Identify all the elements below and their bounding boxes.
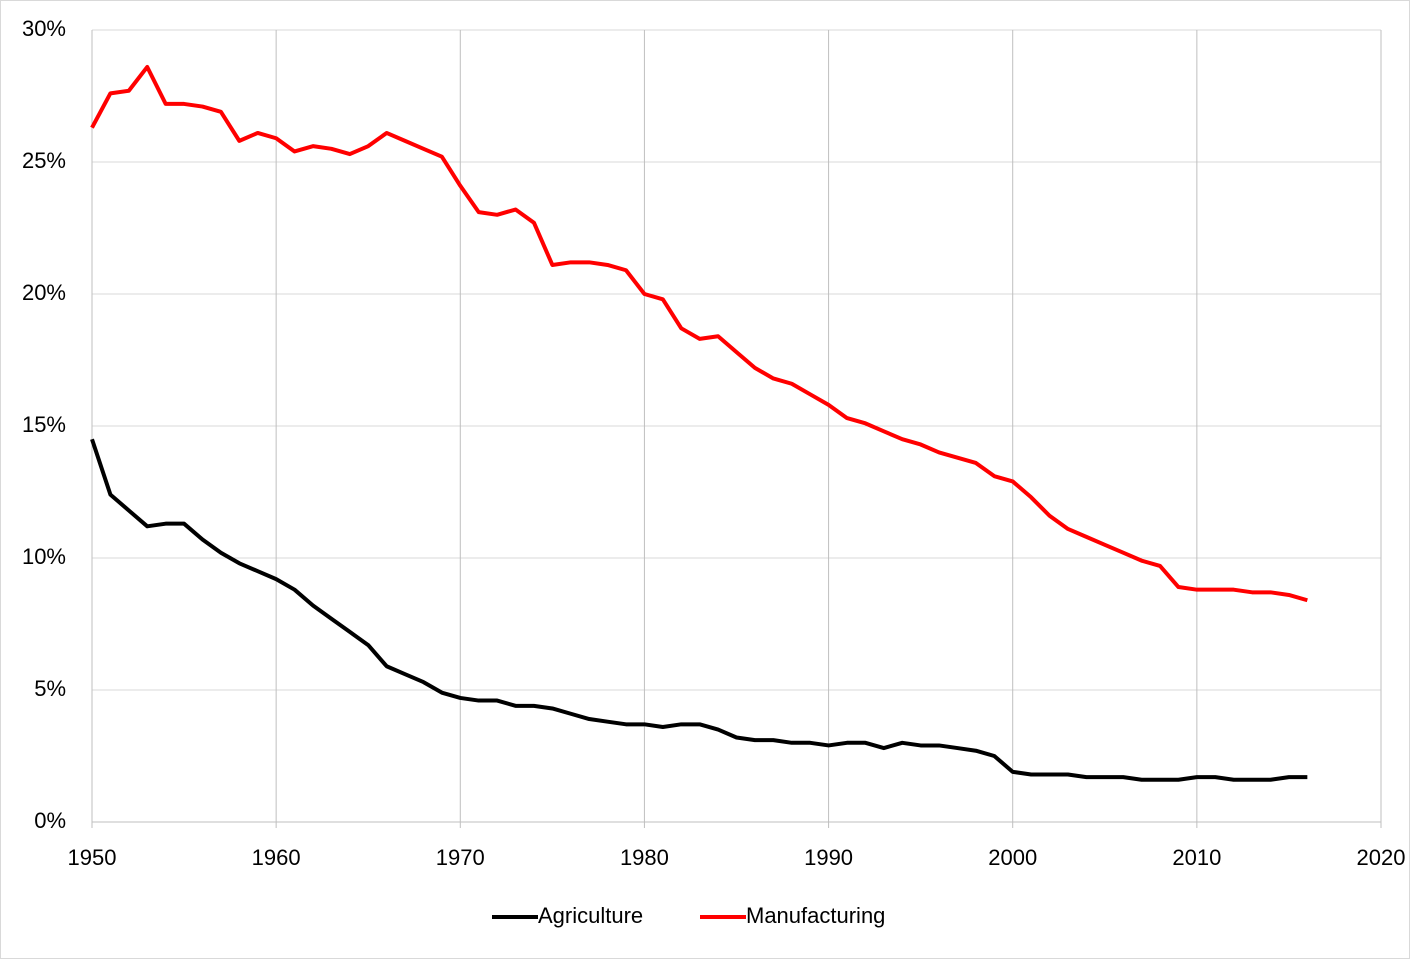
x-tick-label: 2020 bbox=[1357, 845, 1406, 870]
legend-label: Manufacturing bbox=[746, 903, 885, 928]
y-tick-label: 15% bbox=[22, 412, 66, 437]
y-tick-label: 20% bbox=[22, 280, 66, 305]
x-tick-label: 2010 bbox=[1172, 845, 1221, 870]
x-tick-label: 1980 bbox=[620, 845, 669, 870]
data-line bbox=[90, 438, 1308, 782]
x-tick-label: 1990 bbox=[804, 845, 853, 870]
y-tick-label: 25% bbox=[22, 148, 66, 173]
data-line bbox=[90, 64, 1308, 603]
y-tick-label: 30% bbox=[22, 16, 66, 41]
x-tick-label: 1970 bbox=[436, 845, 485, 870]
x-tick-label: 2000 bbox=[988, 845, 1037, 870]
y-tick-label: 0% bbox=[34, 808, 66, 833]
legend-label: Agriculture bbox=[538, 903, 643, 928]
y-tick-label: 5% bbox=[34, 676, 66, 701]
x-tick-label: 1950 bbox=[68, 845, 117, 870]
y-tick-label: 10% bbox=[22, 544, 66, 569]
x-tick-label: 1960 bbox=[252, 845, 301, 870]
